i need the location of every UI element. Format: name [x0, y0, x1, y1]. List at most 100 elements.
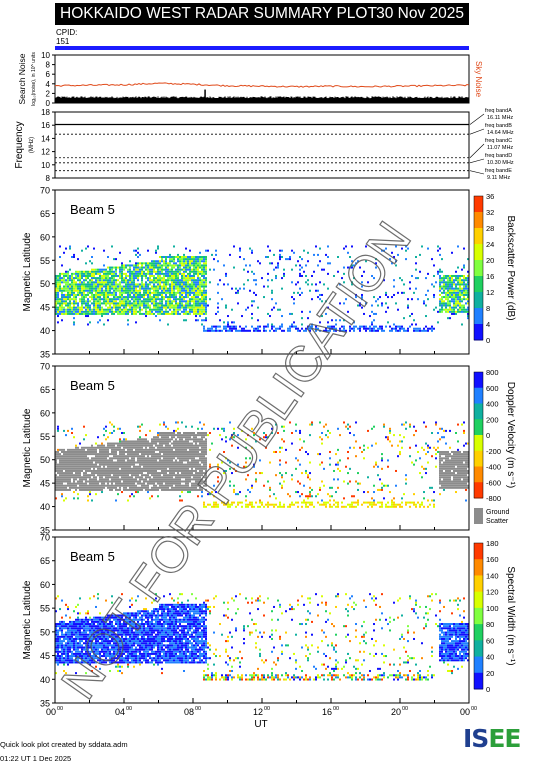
data-cell — [197, 288, 199, 290]
data-cell — [239, 250, 241, 252]
data-cell — [197, 455, 199, 457]
data-cell — [445, 283, 447, 285]
data-cell — [181, 474, 183, 476]
data-cell — [199, 298, 201, 300]
freq-ytick-label: 14 — [41, 134, 50, 143]
data-cell — [159, 269, 161, 271]
data-cell — [77, 487, 79, 489]
data-cell — [185, 305, 187, 307]
data-cell — [205, 273, 207, 275]
data-cell — [181, 464, 183, 466]
data-cell — [189, 455, 191, 457]
data-cell — [191, 275, 193, 277]
data-cell — [371, 330, 373, 332]
data-cell — [191, 470, 193, 472]
data-cell — [143, 262, 145, 264]
data-cell — [125, 283, 127, 285]
data-cell — [171, 478, 173, 480]
data-cell — [73, 288, 75, 290]
data-cell — [193, 269, 195, 271]
data-cell — [105, 309, 107, 311]
data-cell — [461, 309, 463, 311]
data-cell — [159, 319, 161, 321]
data-cell — [189, 438, 191, 440]
data-cell — [73, 453, 75, 455]
data-cell — [427, 330, 429, 332]
data-cell — [81, 464, 83, 466]
data-cell — [149, 451, 151, 453]
data-cell — [221, 330, 223, 332]
data-cell — [155, 264, 157, 266]
data-cell — [193, 470, 195, 472]
data-cell — [155, 472, 157, 474]
data-cell — [145, 313, 147, 315]
data-cell — [175, 434, 177, 436]
data-cell — [245, 495, 247, 497]
data-cell — [79, 292, 81, 294]
data-cell — [81, 292, 83, 294]
data-cell — [107, 466, 109, 468]
data-cell — [377, 330, 379, 332]
data-cell — [171, 264, 173, 266]
data-cell — [295, 264, 297, 266]
data-cell — [133, 288, 135, 290]
data-cell — [89, 489, 91, 491]
data-cell — [191, 451, 193, 453]
data-cell — [237, 290, 239, 292]
data-cell — [153, 288, 155, 290]
data-cell — [121, 292, 123, 294]
data-cell — [175, 445, 177, 447]
data-cell — [181, 273, 183, 275]
data-cell — [153, 472, 155, 474]
data-cell — [65, 455, 67, 457]
data-cell — [125, 443, 127, 445]
data-cell — [187, 483, 189, 485]
data-cell — [187, 273, 189, 275]
data-cell — [117, 483, 119, 485]
data-cell — [327, 330, 329, 332]
data-cell — [181, 436, 183, 438]
data-cell — [203, 466, 205, 468]
data-cell — [373, 313, 375, 315]
data-cell — [325, 300, 327, 302]
data-cell — [99, 273, 101, 275]
data-cell — [175, 300, 177, 302]
data-cell — [123, 288, 125, 290]
data-cell — [261, 277, 263, 279]
data-cell — [251, 447, 253, 449]
data-cell — [185, 436, 187, 438]
data-cell — [89, 260, 91, 262]
data-cell — [163, 307, 165, 309]
data-cell — [97, 281, 99, 283]
data-cell — [185, 262, 187, 264]
data-cell — [79, 277, 81, 279]
data-cell — [187, 451, 189, 453]
data-cell — [253, 434, 255, 436]
data-cell — [217, 504, 219, 506]
data-cell — [123, 292, 125, 294]
data-cell — [73, 296, 75, 298]
data-cell — [171, 476, 173, 478]
data-cell — [219, 434, 221, 436]
data-cell — [155, 445, 157, 447]
data-cell — [193, 290, 195, 292]
data-cell — [145, 440, 147, 442]
data-cell — [113, 305, 115, 307]
data-cell — [109, 269, 111, 271]
data-cell — [75, 478, 77, 480]
data-cell — [65, 478, 67, 480]
data-cell — [83, 487, 85, 489]
data-cell — [185, 288, 187, 290]
data-cell — [91, 271, 93, 273]
data-cell — [107, 298, 109, 300]
data-cell — [63, 273, 65, 275]
data-cell — [79, 451, 81, 453]
data-cell — [279, 254, 281, 256]
freq-ytick-label: 12 — [41, 148, 50, 157]
data-cell — [97, 459, 99, 461]
data-cell — [103, 434, 105, 436]
data-cell — [139, 269, 141, 271]
data-cell — [131, 311, 133, 313]
data-cell — [121, 466, 123, 468]
data-cell — [77, 302, 79, 304]
